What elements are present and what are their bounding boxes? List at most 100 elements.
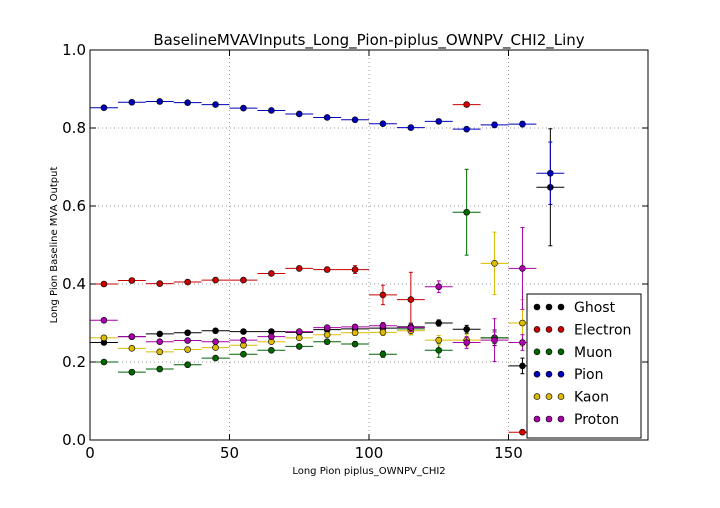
series-pion-point <box>519 120 526 128</box>
series-kaon-point <box>212 344 219 351</box>
legend-kaon-label: Kaon <box>574 390 609 406</box>
legend-kaon-marker <box>533 393 541 400</box>
series-kaon-point <box>128 345 136 352</box>
legend-pion-marker <box>557 370 565 378</box>
series-electron-point <box>323 266 331 273</box>
legend-frame <box>526 293 642 439</box>
legend-electron-marker <box>557 326 565 333</box>
series-pion-point <box>268 107 275 114</box>
series-electron-point <box>240 276 247 284</box>
series-pion-point <box>184 99 191 106</box>
series-pion-point <box>351 116 359 124</box>
y-tick-label: 0.4 <box>62 275 86 293</box>
series-kaon-point <box>323 331 331 339</box>
tick-layer: 0 50 100 150 0.0 0.2 0.4 0.6 0.8 1.0 <box>62 41 648 462</box>
series-muon-point <box>128 368 136 376</box>
series-ghost-point <box>519 362 526 370</box>
series-muon-point <box>100 358 108 366</box>
series-electron-point <box>407 296 415 303</box>
series-pion-point <box>379 120 387 128</box>
legend: Ghost Electron Muon Pion Kaon Proton <box>526 293 642 439</box>
series-muon-point <box>463 208 470 216</box>
series-proton <box>90 226 537 363</box>
series-kaon-point <box>519 319 526 327</box>
series-proton-point <box>435 283 443 291</box>
legend-ghost-marker <box>557 303 565 311</box>
series-pion-point <box>295 110 303 118</box>
legend-ghost-marker <box>545 303 553 311</box>
legend-muon-marker <box>545 348 553 356</box>
y-axis-label: Long Pion Baseline MVA Output <box>49 167 60 324</box>
series-electron <box>90 101 537 436</box>
series-proton-point <box>519 339 526 346</box>
series-proton-point <box>407 324 415 331</box>
y-tick-label: 0.6 <box>62 197 86 215</box>
series-proton-point <box>268 333 275 340</box>
series-ghost-point <box>435 319 443 327</box>
series-kaon-point <box>100 334 108 342</box>
series-proton-point <box>100 316 108 324</box>
legend-kaon-marker <box>557 393 565 400</box>
series-proton-point <box>491 336 498 344</box>
series-pion-point <box>100 104 108 112</box>
x-tick-label: 150 <box>494 444 523 462</box>
series-pion-point <box>156 98 164 105</box>
series-kaon-point <box>295 334 303 342</box>
series-electron-point <box>156 280 164 287</box>
series-electron-point <box>519 428 526 436</box>
series-muon-point <box>184 361 191 369</box>
series-kaon-point <box>351 329 359 337</box>
series-pion-point <box>240 104 247 112</box>
y-tick-label: 0.0 <box>62 431 86 449</box>
legend-muon-marker <box>533 348 541 356</box>
series-kaon-point <box>379 329 387 336</box>
series-proton-point <box>156 338 164 346</box>
series-muon-point <box>435 346 443 354</box>
series-kaon-point <box>491 260 498 267</box>
series-proton-point <box>519 265 526 272</box>
y-tick-label: 1.0 <box>62 41 86 59</box>
series-electron-point <box>463 101 470 108</box>
legend-proton-marker <box>557 415 565 423</box>
series-ghost-point <box>240 328 247 335</box>
legend-electron-marker <box>545 326 553 333</box>
data-layer <box>90 98 565 436</box>
legend-muon-label: Muon <box>574 345 612 361</box>
series-muon-point <box>212 354 219 362</box>
series-electron-point <box>100 280 108 288</box>
x-axis-label: Long Pion piplus_OWNPV_CHI2 <box>292 466 445 477</box>
series-pion-point <box>491 121 498 129</box>
series-pion-point <box>547 169 554 177</box>
series-pion-point <box>435 118 443 125</box>
series-pion-point <box>128 98 136 106</box>
chart-title: BaselineMVAVInputs_Long_Pion-piplus_OWNP… <box>153 31 584 50</box>
legend-muon-marker <box>557 348 565 356</box>
series-ghost-point <box>212 327 219 335</box>
series-electron-point <box>128 277 136 284</box>
x-tick-label: 100 <box>355 444 384 462</box>
legend-ghost-label: Ghost <box>574 300 616 316</box>
legend-electron-marker <box>533 326 541 333</box>
legend-ghost-marker <box>533 303 541 311</box>
legend-proton-marker <box>545 415 553 423</box>
series-pion-point <box>407 124 415 131</box>
x-tick-label: 50 <box>220 444 239 462</box>
series-electron-point <box>184 278 191 286</box>
series-electron-point <box>379 291 387 299</box>
series-muon-point <box>379 350 387 358</box>
series-electron-point <box>212 276 219 284</box>
series-pion-point <box>323 114 331 121</box>
legend-kaon-marker <box>545 393 553 400</box>
series-muon-point <box>240 350 247 358</box>
series-electron-point <box>268 270 275 277</box>
series-muon-point <box>295 343 303 350</box>
legend-electron-label: Electron <box>574 322 631 338</box>
series-muon-point <box>351 340 359 348</box>
series-pion-point <box>463 125 470 133</box>
series-ghost-point <box>184 329 191 337</box>
series-muon-point <box>268 346 275 354</box>
series-proton-point <box>463 339 470 346</box>
series-proton-point <box>184 337 191 344</box>
